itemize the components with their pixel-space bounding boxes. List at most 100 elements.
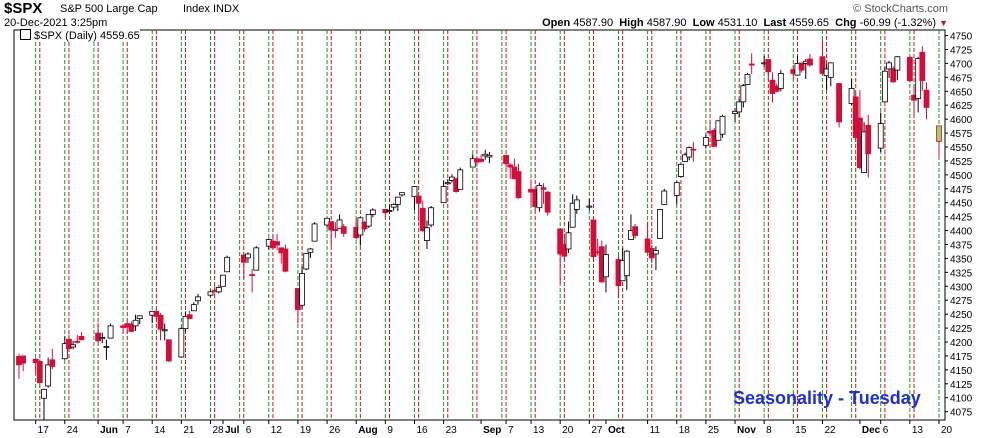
candle [507, 164, 514, 168]
y-tick-label: 4575 [950, 129, 973, 140]
open-value: 4587.90 [573, 17, 614, 29]
candle [565, 232, 572, 250]
candle [557, 228, 564, 255]
candle [307, 248, 314, 253]
x-tick-label: 18 [679, 425, 691, 436]
x-tick-label: 23 [446, 425, 458, 436]
candle [852, 96, 859, 138]
x-tick-label: Jun [100, 425, 118, 436]
candle [340, 226, 347, 234]
y-tick-label: 4475 [950, 185, 973, 196]
candle [936, 125, 942, 142]
candle [736, 101, 743, 113]
candle [848, 88, 855, 104]
x-tick-label: 27 [591, 425, 603, 436]
y-tick-label: 4625 [950, 101, 973, 112]
y-tick-label: 4300 [950, 282, 973, 293]
candle [253, 247, 260, 271]
y-tick-label: 4525 [950, 157, 973, 168]
high-value: 4587.90 [646, 17, 687, 29]
series-legend: $SPX (Daily) 4559.65 [20, 29, 140, 42]
candle [590, 219, 597, 258]
x-tick-label: 21 [183, 425, 195, 436]
x-tick-label: 7 [508, 425, 514, 436]
index-name: S&P 500 Large Cap [60, 3, 158, 15]
candle [95, 332, 101, 342]
candle [923, 89, 930, 108]
ticker-symbol: $SPX [4, 0, 43, 17]
candle [515, 171, 522, 199]
candle [919, 51, 926, 82]
candle [274, 241, 280, 246]
candle [332, 229, 339, 231]
candle [657, 208, 663, 239]
low-value: 4531.10 [717, 17, 758, 29]
candle [157, 314, 164, 330]
candle [748, 63, 755, 66]
down-triangle-icon: ▼ [939, 18, 948, 28]
last-value: 4559.65 [789, 17, 829, 29]
x-tick-label: 6 [246, 425, 252, 436]
candle [224, 256, 231, 273]
y-tick-label: 4150 [950, 366, 973, 377]
candle [399, 192, 405, 196]
candle [440, 186, 447, 204]
candle [877, 123, 884, 149]
candle [444, 182, 451, 185]
candle [686, 147, 693, 158]
y-tick-label: 4650 [950, 87, 973, 98]
candle [207, 291, 214, 296]
candle [819, 56, 826, 74]
candle [661, 190, 668, 205]
candle [245, 253, 251, 259]
candle [41, 388, 47, 399]
y-tick-label: 4675 [950, 73, 973, 84]
candle [70, 344, 77, 348]
low-label: Low [692, 17, 715, 29]
x-tick-label: 6 [883, 425, 889, 436]
x-tick-label: 17 [38, 425, 50, 436]
candle [424, 227, 430, 242]
x-tick-label: 26 [329, 425, 341, 436]
x-tick-label: Dec [862, 425, 881, 436]
candle [586, 205, 593, 208]
x-tick-label: 8 [766, 425, 772, 436]
y-tick-label: 4200 [950, 338, 973, 349]
y-tick-label: 4600 [950, 115, 973, 126]
candle [536, 185, 543, 209]
candle [603, 254, 609, 278]
candle [682, 154, 688, 162]
y-tick-label: 4400 [950, 227, 973, 238]
candle [632, 226, 639, 236]
candle [894, 56, 901, 71]
candle [74, 341, 81, 343]
candle [390, 203, 397, 208]
candle [428, 207, 435, 226]
y-tick-label: 4325 [950, 268, 973, 279]
open-label: Open [542, 17, 571, 29]
candle [544, 191, 551, 213]
chart-date: 20-Dec-2021 3:25pm [4, 17, 108, 29]
candle [886, 62, 892, 70]
x-tick-label: 14 [154, 425, 166, 436]
x-tick-label: 19 [300, 425, 312, 436]
candle [478, 158, 484, 162]
candle [411, 186, 418, 197]
y-tick-label: 4725 [950, 46, 973, 57]
candle [165, 339, 172, 362]
candle [890, 68, 897, 83]
candle [561, 244, 568, 257]
y-tick-label: 4450 [950, 199, 973, 210]
y-tick-label: 4500 [950, 171, 973, 182]
candle [178, 328, 185, 358]
candle [220, 274, 226, 287]
candle [303, 253, 310, 270]
x-tick-label: 16 [416, 425, 428, 436]
y-tick-label: 4175 [950, 352, 973, 363]
candle [32, 358, 39, 364]
candle [299, 273, 305, 306]
plot-area [13, 29, 946, 421]
candle [153, 310, 160, 317]
candle [36, 361, 43, 384]
